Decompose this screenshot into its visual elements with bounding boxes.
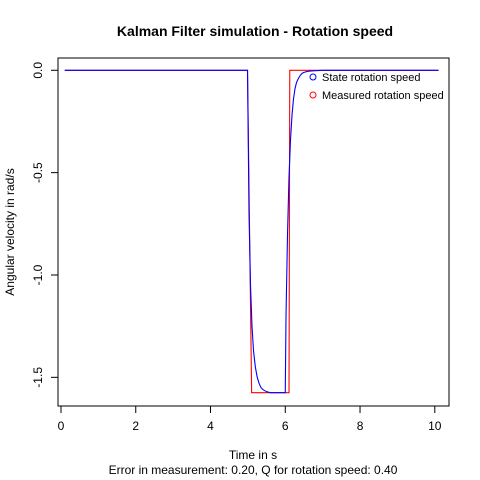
chart-subtitle: Error in measurement: 0.20, Q for rotati… bbox=[109, 463, 398, 477]
series-line-measured-rotation-speed bbox=[64, 69, 439, 394]
plot-frame bbox=[57, 57, 450, 407]
legend-marker-state bbox=[309, 73, 317, 81]
y-tick-label: -1.0 bbox=[31, 264, 45, 285]
x-tick-label: 4 bbox=[207, 419, 214, 433]
x-tick-label: 8 bbox=[357, 419, 364, 433]
y-axis: 0.0 -0.5 -1.0 -1.5 bbox=[31, 62, 58, 388]
x-axis-label: Time in s bbox=[229, 448, 277, 462]
series-line-state-rotation-speed bbox=[64, 69, 439, 394]
x-tick-label: 6 bbox=[282, 419, 289, 433]
chart-title: Kalman Filter simulation - Rotation spee… bbox=[117, 23, 393, 39]
legend-label-measured: Measured rotation speed bbox=[322, 90, 444, 102]
series-lines bbox=[64, 69, 439, 394]
x-axis: 0 2 4 6 8 10 bbox=[58, 406, 442, 433]
y-tick-label: -1.5 bbox=[31, 367, 45, 388]
legend: State rotation speed Measured rotation s… bbox=[309, 72, 444, 102]
x-tick-label: 10 bbox=[428, 419, 442, 433]
legend-label-state: State rotation speed bbox=[322, 72, 420, 84]
y-tick-label: 0.0 bbox=[31, 62, 45, 79]
x-tick-label: 0 bbox=[58, 419, 65, 433]
x-tick-label: 2 bbox=[132, 419, 139, 433]
legend-marker-measured bbox=[309, 91, 317, 99]
y-tick-label: -0.5 bbox=[31, 162, 45, 183]
y-axis-label: Angular velocity in rad/s bbox=[3, 168, 17, 295]
